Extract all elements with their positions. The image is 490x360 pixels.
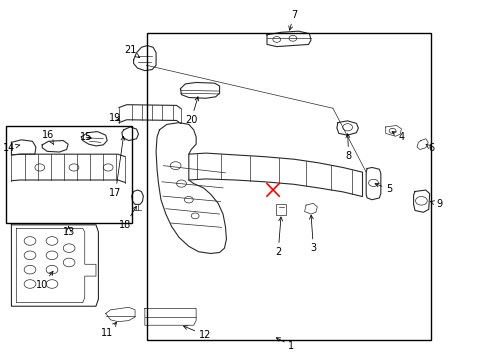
Text: 8: 8	[345, 134, 352, 161]
Bar	[276, 204, 286, 215]
Text: 20: 20	[185, 97, 199, 125]
Text: 15: 15	[80, 132, 93, 142]
Text: 1: 1	[276, 338, 294, 351]
Text: 6: 6	[426, 143, 435, 153]
Text: 18: 18	[119, 206, 136, 230]
Bar	[5, 126, 132, 223]
Text: 3: 3	[310, 215, 317, 253]
Text: 17: 17	[109, 136, 125, 198]
Bar	[147, 33, 431, 339]
Text: 19: 19	[109, 113, 122, 123]
Text: 7: 7	[289, 10, 297, 30]
Text: 14: 14	[3, 143, 20, 153]
Text: 5: 5	[375, 183, 392, 194]
Text: 12: 12	[184, 326, 211, 340]
Text: 13: 13	[63, 227, 75, 237]
Text: 4: 4	[392, 132, 404, 142]
Text: 10: 10	[36, 271, 53, 290]
Text: 9: 9	[430, 199, 442, 210]
Text: 2: 2	[275, 217, 283, 257]
Text: 11: 11	[101, 322, 117, 338]
Text: 16: 16	[42, 130, 54, 144]
Text: 21: 21	[124, 45, 139, 58]
